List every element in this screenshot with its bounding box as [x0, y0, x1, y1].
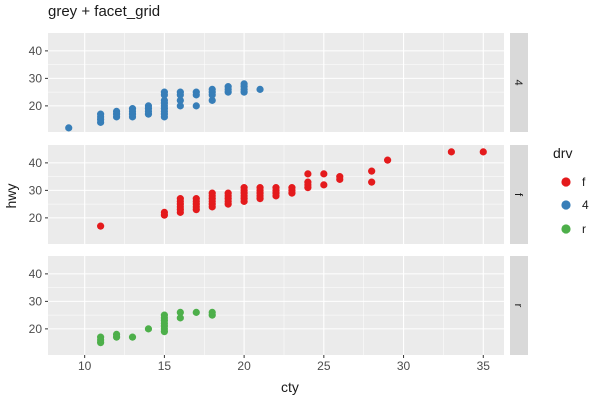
legend-label-f: f	[582, 175, 586, 189]
y-tick-label: 40	[29, 44, 43, 58]
legend-label-r: r	[582, 222, 586, 236]
y-tick-label: 20	[29, 211, 43, 225]
data-point	[208, 96, 216, 104]
data-point	[479, 148, 487, 156]
data-point	[128, 105, 137, 113]
data-point	[97, 333, 105, 341]
data-point	[192, 308, 200, 316]
panels: 20 30 40 4 20 30 40 f 20 30 40 r	[29, 33, 528, 355]
data-point	[176, 314, 184, 322]
data-point	[160, 311, 168, 319]
data-point	[447, 148, 455, 156]
x-tick-label: 25	[317, 359, 331, 373]
legend-label-4: 4	[582, 198, 589, 212]
x-tick-label: 10	[78, 359, 92, 373]
panel-background	[48, 33, 504, 132]
data-point	[208, 189, 216, 197]
data-point	[160, 208, 168, 216]
data-point	[304, 170, 312, 178]
y-tick-label: 30	[29, 294, 43, 308]
panel-background	[48, 256, 504, 355]
data-point	[320, 181, 328, 189]
chart-title: grey + facet_grid	[48, 3, 160, 20]
y-tick-label: 30	[29, 71, 43, 85]
data-point	[240, 184, 248, 192]
facet-panel-f: 20 30 40 f	[29, 145, 528, 244]
facet-strip-label: 4	[512, 79, 524, 85]
data-point	[320, 170, 328, 178]
data-point	[176, 308, 184, 316]
facet-strip	[510, 33, 528, 132]
data-point	[160, 88, 168, 96]
x-tick-label: 35	[477, 359, 491, 373]
legend-key-r	[561, 224, 571, 234]
legend-title: drv	[553, 145, 572, 161]
data-point	[240, 80, 248, 88]
data-point	[97, 110, 105, 118]
y-axis-title: hwy	[3, 184, 19, 209]
data-point	[368, 167, 376, 175]
data-point	[208, 85, 216, 93]
data-point	[224, 189, 232, 197]
data-point	[176, 88, 184, 96]
facet-panel-r: 20 30 40 r	[29, 256, 528, 355]
y-tick-label: 20	[29, 99, 43, 113]
data-point	[192, 88, 200, 96]
x-tick-label: 15	[158, 359, 172, 373]
data-point	[97, 222, 105, 230]
legend-key-4	[561, 200, 571, 210]
data-point	[304, 178, 312, 186]
legend: drv f 4 r	[553, 145, 589, 236]
x-tick-label: 20	[237, 359, 251, 373]
data-point	[272, 184, 280, 192]
facet-strip-label: f	[512, 193, 524, 197]
y-tick-label: 40	[29, 156, 43, 170]
legend-key-f	[561, 177, 571, 187]
data-point	[176, 102, 184, 110]
data-point	[288, 184, 296, 192]
data-point	[176, 195, 184, 203]
x-axis-title: cty	[281, 379, 299, 395]
data-point	[256, 184, 264, 192]
data-point	[384, 156, 392, 164]
data-point	[208, 308, 216, 316]
y-tick-label: 20	[29, 322, 43, 336]
x-tick-label: 30	[397, 359, 411, 373]
data-point	[256, 85, 264, 93]
facet-strip	[510, 256, 528, 355]
data-point	[65, 124, 73, 132]
data-point	[160, 96, 168, 104]
facet-strip-label: r	[512, 304, 524, 308]
data-point	[128, 333, 137, 341]
data-point	[144, 102, 153, 110]
data-point	[176, 96, 184, 104]
y-tick-label: 30	[29, 183, 43, 197]
x-axis: 10 15 20 25 30 35	[78, 355, 490, 373]
data-point	[368, 178, 376, 186]
data-point	[192, 195, 200, 203]
data-point	[224, 83, 232, 91]
facet-strip	[510, 145, 528, 244]
y-tick-label: 40	[29, 267, 43, 281]
data-point	[112, 330, 121, 338]
data-point	[336, 173, 344, 181]
data-point	[112, 107, 121, 115]
data-point	[144, 325, 153, 333]
data-point	[192, 102, 200, 110]
facet-panel-4: 20 30 40 4	[29, 33, 528, 132]
